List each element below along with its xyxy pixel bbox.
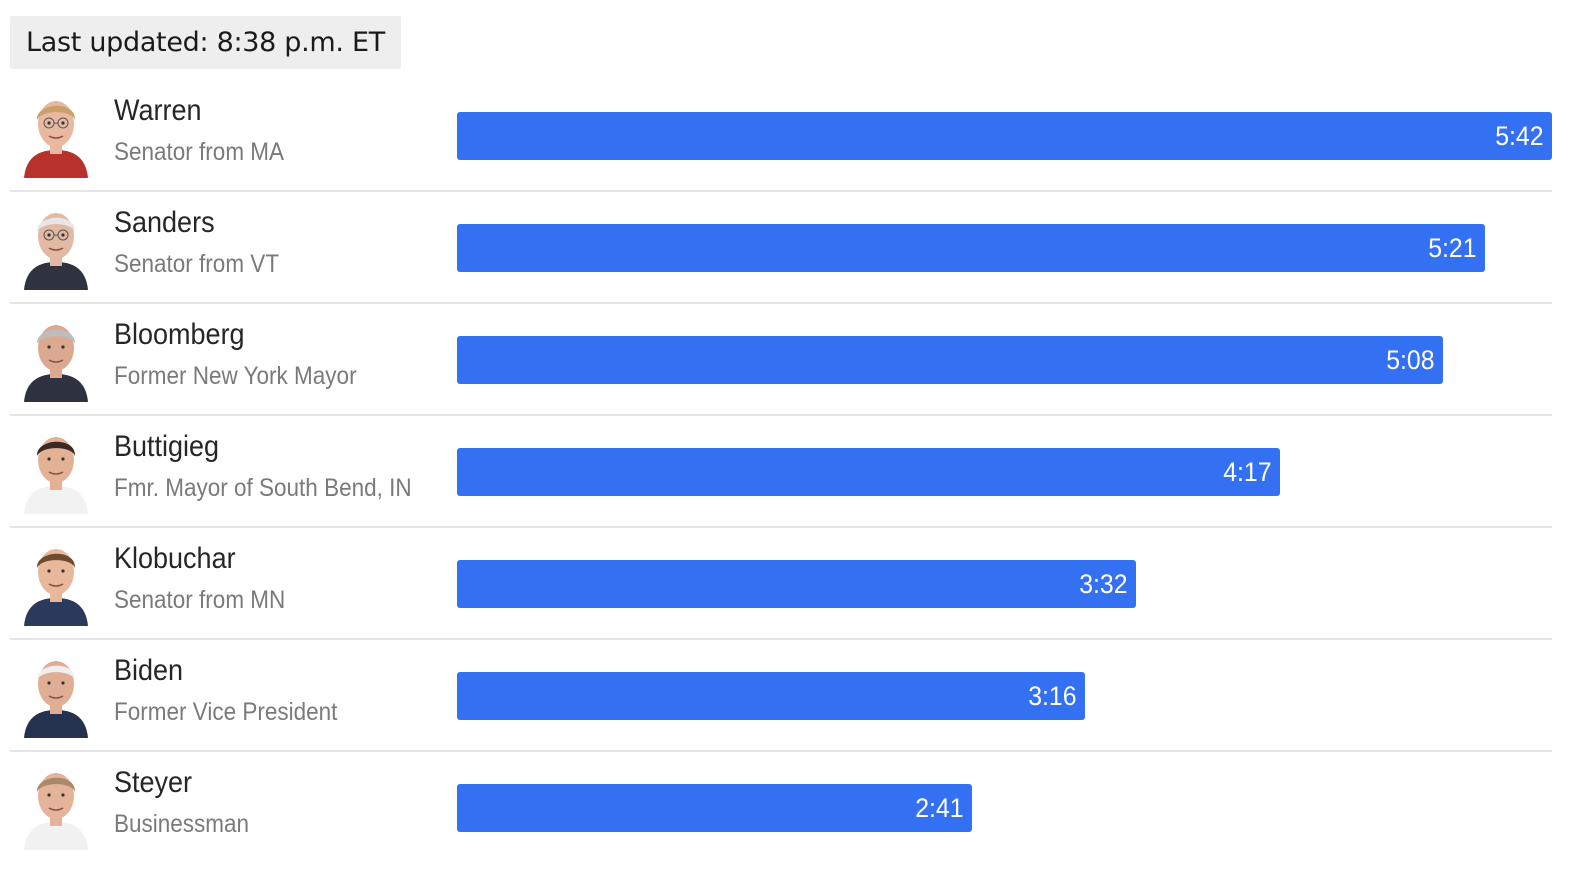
speaking-time-bar: 5:21 <box>457 224 1485 272</box>
bloomberg-portrait-icon <box>22 314 90 402</box>
speaking-time-bar: 2:41 <box>457 784 972 832</box>
last-updated-badge: Last updated: 8:38 p.m. ET <box>10 16 401 69</box>
bar-value-label: 5:21 <box>1428 233 1477 263</box>
warren-portrait-graphic <box>24 101 88 178</box>
candidate-name: Biden <box>114 654 184 687</box>
speaking-time-bar: 4:17 <box>457 448 1280 496</box>
buttigieg-portrait-icon <box>22 426 90 514</box>
candidate-name: Bloomberg <box>114 318 245 351</box>
candidate-name: Buttigieg <box>114 430 220 463</box>
sanders-portrait-icon <box>22 202 90 290</box>
candidate-title: Senator from MA <box>114 138 285 166</box>
bar-track: 2:41 <box>457 784 1552 832</box>
speaking-time-chart: Warren Senator from MA 5:42 Sanders Sena… <box>10 80 1552 862</box>
bar-value-label: 3:32 <box>1079 569 1128 599</box>
candidate-row: Steyer Businessman 2:41 <box>10 752 1552 862</box>
bloomberg-portrait-graphic <box>24 325 88 402</box>
candidate-row: Bloomberg Former New York Mayor 5:08 <box>10 304 1552 416</box>
candidate-title: Former New York Mayor <box>114 362 357 390</box>
steyer-portrait-graphic <box>24 773 88 850</box>
candidate-row: Biden Former Vice President 3:16 <box>10 640 1552 752</box>
bar-track: 5:42 <box>457 112 1552 160</box>
bar-track: 3:32 <box>457 560 1552 608</box>
bar-value-label: 5:08 <box>1386 345 1435 375</box>
bar-track: 4:17 <box>457 448 1552 496</box>
candidate-title: Fmr. Mayor of South Bend, IN <box>114 474 412 502</box>
bar-value-label: 4:17 <box>1223 457 1272 487</box>
biden-portrait-graphic <box>24 661 88 738</box>
speaking-time-bar: 3:32 <box>457 560 1136 608</box>
candidate-row: Klobuchar Senator from MN 3:32 <box>10 528 1552 640</box>
candidate-row: Warren Senator from MA 5:42 <box>10 80 1552 192</box>
candidate-title: Former Vice President <box>114 698 338 726</box>
candidate-row: Sanders Senator from VT 5:21 <box>10 192 1552 304</box>
steyer-portrait-icon <box>22 762 90 850</box>
klobuchar-portrait-icon <box>22 538 90 626</box>
bar-value-label: 3:16 <box>1028 681 1077 711</box>
bar-value-label: 5:42 <box>1495 121 1544 151</box>
bar-track: 5:21 <box>457 224 1552 272</box>
sanders-portrait-graphic <box>24 213 88 290</box>
speaking-time-bar: 3:16 <box>457 672 1085 720</box>
candidate-name: Steyer <box>114 766 193 799</box>
candidate-name: Klobuchar <box>114 542 236 575</box>
speaking-time-bar: 5:42 <box>457 112 1552 160</box>
biden-portrait-icon <box>22 650 90 738</box>
bar-track: 5:08 <box>457 336 1552 384</box>
warren-portrait-icon <box>22 90 90 178</box>
candidate-row: Buttigieg Fmr. Mayor of South Bend, IN 4… <box>10 416 1552 528</box>
bar-value-label: 2:41 <box>915 793 964 823</box>
candidate-title: Senator from VT <box>114 250 280 278</box>
bar-track: 3:16 <box>457 672 1552 720</box>
candidate-name: Sanders <box>114 206 215 239</box>
buttigieg-portrait-graphic <box>24 437 88 514</box>
klobuchar-portrait-graphic <box>24 549 88 626</box>
speaking-time-bar: 5:08 <box>457 336 1443 384</box>
candidate-title: Senator from MN <box>114 586 286 614</box>
candidate-name: Warren <box>114 94 202 127</box>
candidate-title: Businessman <box>114 810 250 838</box>
